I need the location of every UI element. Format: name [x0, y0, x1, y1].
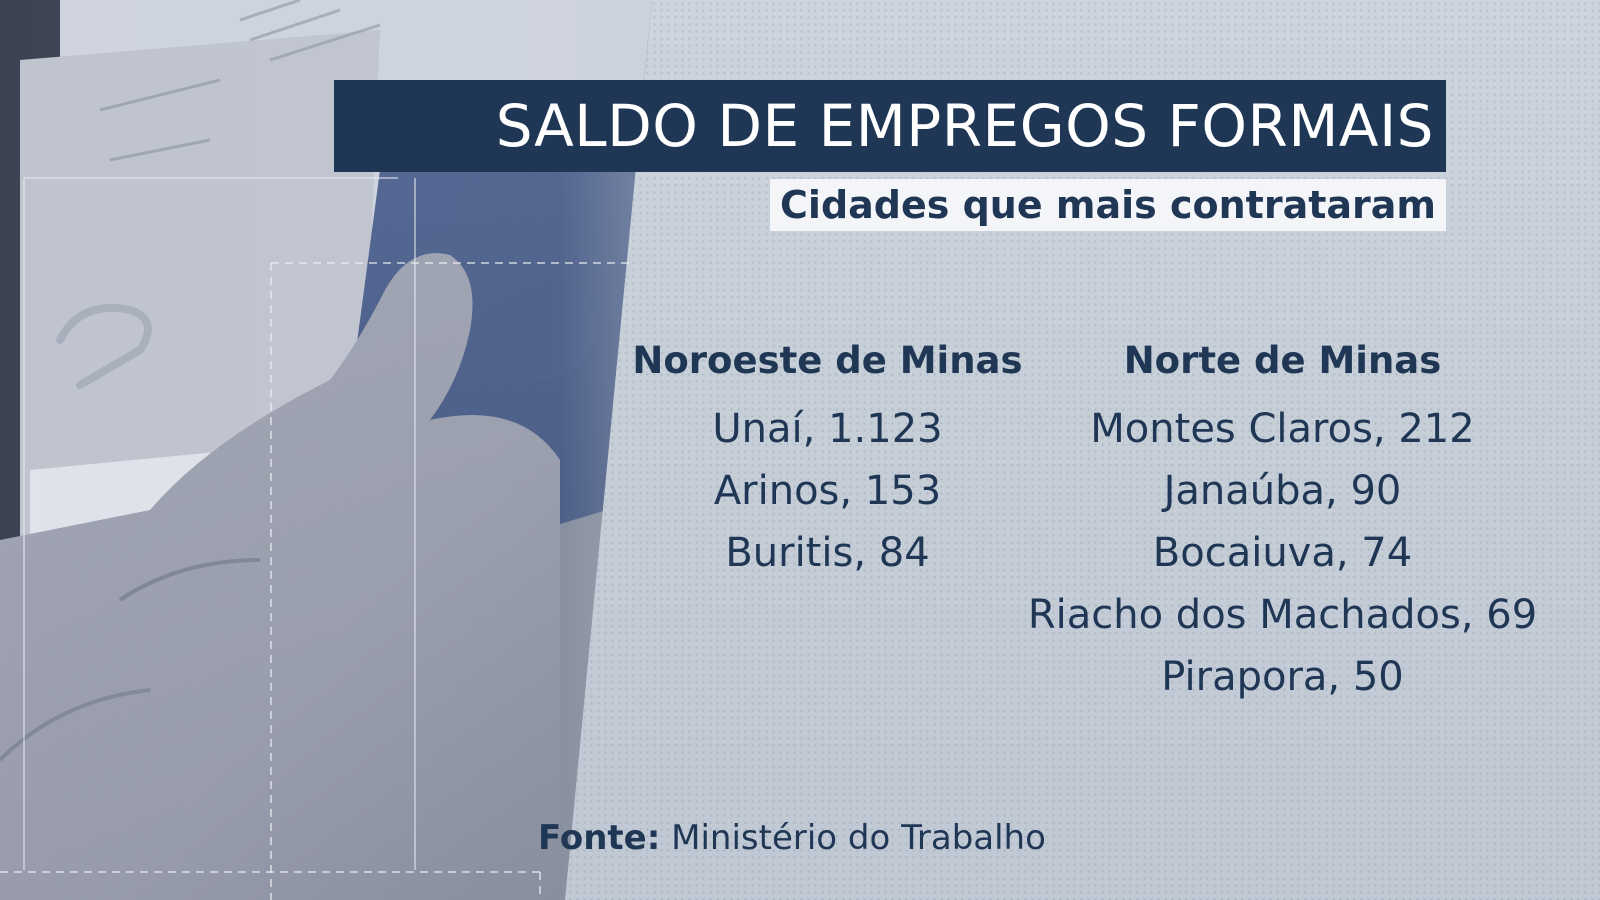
list-item: Montes Claros, 212 [1090, 406, 1475, 452]
region-noroeste: Noroeste de Minas Unaí, 1.123 Arinos, 15… [620, 336, 1035, 584]
list-item: Pirapora, 50 [1161, 654, 1404, 700]
list-item: Arinos, 153 [713, 468, 942, 514]
subtitle-banner: Cidades que mais contrataram [770, 179, 1446, 231]
page-subtitle: Cidades que mais contrataram [780, 183, 1436, 227]
dashed-guides [0, 262, 632, 900]
list-item: Buritis, 84 [725, 530, 930, 576]
region-heading: Norte de Minas [1123, 339, 1442, 382]
list-item: Janaúba, 90 [1163, 468, 1402, 514]
frame-guides [23, 177, 416, 870]
page-title: SALDO DE EMPREGOS FORMAIS [495, 92, 1434, 160]
title-banner: SALDO DE EMPREGOS FORMAIS [334, 80, 1446, 172]
list-item: Bocaiuva, 74 [1152, 530, 1413, 576]
list-item: Unaí, 1.123 [712, 406, 943, 452]
region-norte: Norte de Minas Montes Claros, 212 Janaúb… [1010, 336, 1555, 708]
source-credit: Fonte: Ministério do Trabalho [538, 818, 1046, 858]
source-label: Fonte: [538, 818, 661, 858]
region-heading: Noroeste de Minas [632, 339, 1023, 382]
city-list: Unaí, 1.123 Arinos, 153 Buritis, 84 [620, 398, 1035, 584]
source-text: Ministério do Trabalho [671, 818, 1046, 858]
city-list: Montes Claros, 212 Janaúba, 90 Bocaiuva,… [1010, 398, 1555, 708]
list-item: Riacho dos Machados, 69 [1027, 592, 1538, 638]
